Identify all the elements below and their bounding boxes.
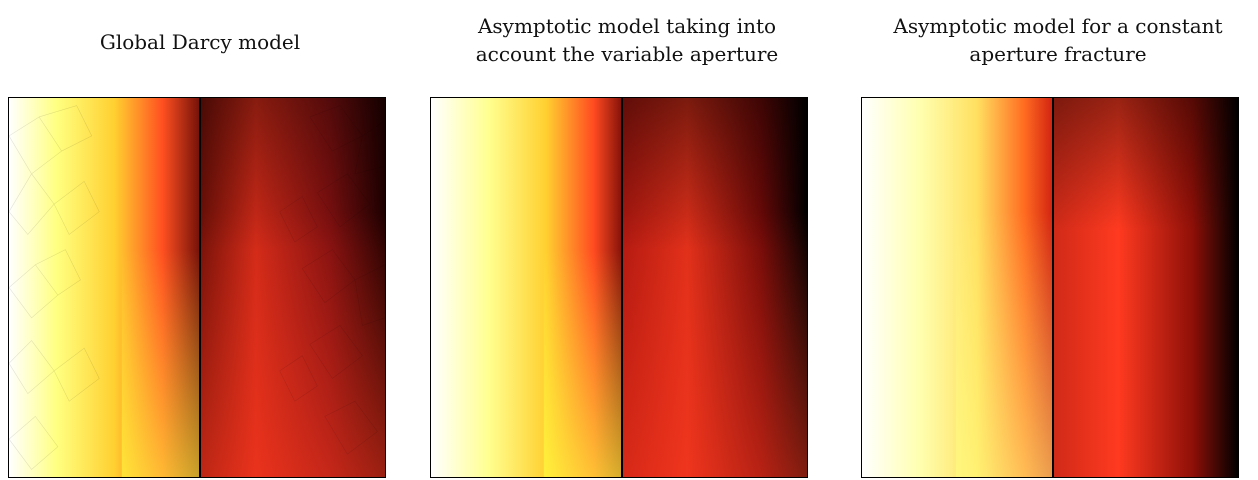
panel-title-line: account the variable aperture	[475, 42, 779, 66]
panel-title-line: Asymptotic model for a constant	[893, 14, 1223, 38]
heatmap-variable-aperture-svg	[431, 98, 807, 477]
panel-title-variable-aperture: Asymptotic model taking into account the…	[427, 12, 827, 68]
panel-title-constant-aperture: Asymptotic model for a constant aperture…	[858, 12, 1258, 68]
panel-title-line: Global Darcy model	[99, 30, 301, 54]
fracture-line	[620, 98, 623, 477]
heatmap-variable-aperture	[430, 97, 808, 478]
fracture-line	[198, 98, 201, 477]
panel-title-global-darcy: Global Darcy model	[10, 28, 390, 56]
heatmap-global-darcy	[8, 97, 386, 478]
panel-title-line: Asymptotic model taking into	[477, 14, 777, 38]
heatmap-global-darcy-svg	[9, 98, 385, 477]
heatmap-constant-aperture-svg	[862, 98, 1238, 477]
panel-title-line: aperture fracture	[969, 42, 1147, 66]
fracture-line	[1051, 98, 1054, 477]
heatmap-constant-aperture	[861, 97, 1239, 478]
